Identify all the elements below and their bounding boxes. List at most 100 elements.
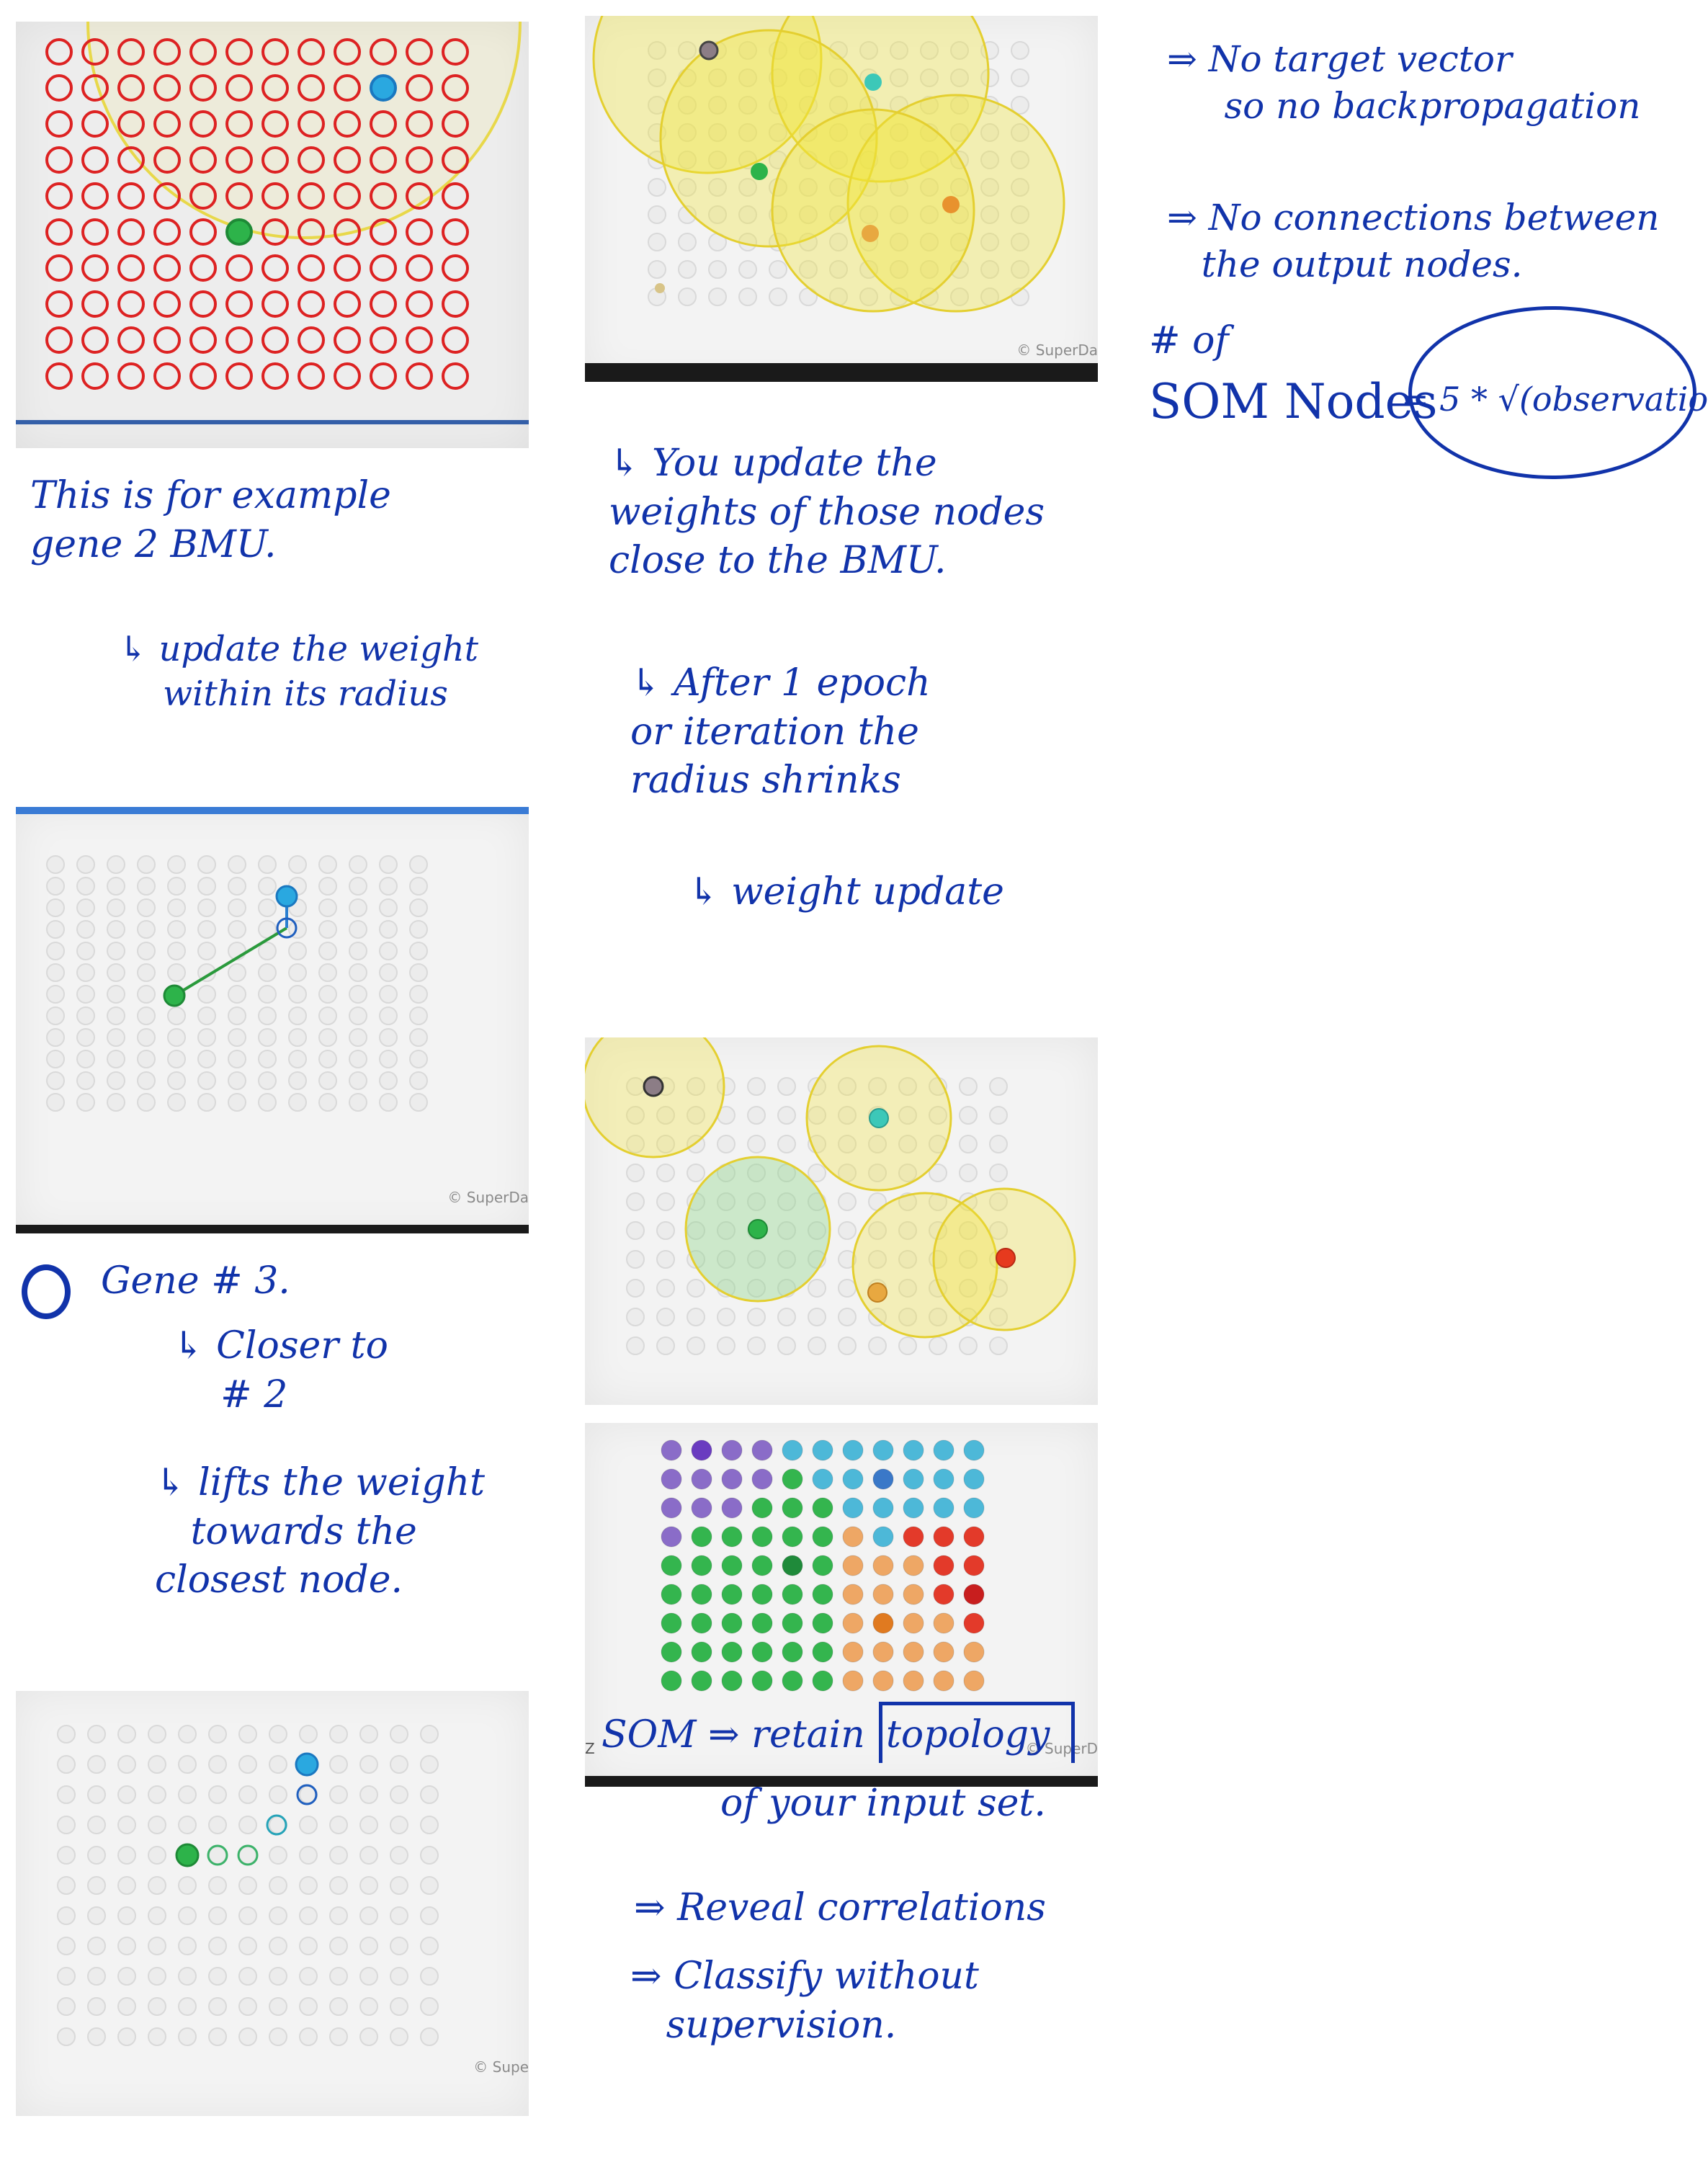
grid-node (46, 942, 65, 960)
radii-large-canvas (585, 16, 1098, 382)
grid-node (980, 178, 999, 197)
grid-node (838, 1106, 857, 1125)
grid-node (334, 218, 361, 246)
radius-circles (592, 16, 1065, 313)
grid-node (920, 205, 939, 224)
grid-node (829, 96, 848, 115)
grid-node (626, 1250, 645, 1269)
grid-node (872, 1670, 894, 1692)
grid-node (148, 1725, 166, 1744)
grid-node (137, 920, 156, 939)
grid-node (370, 182, 397, 210)
grid-node (117, 1906, 136, 1925)
grid-node (648, 233, 666, 251)
grid-node (390, 1816, 408, 1834)
grid-node (167, 1050, 186, 1068)
grid-node (1011, 151, 1029, 169)
grid-node (329, 1755, 348, 1774)
connection-line (173, 927, 288, 997)
grid-node (950, 287, 969, 306)
grid-node (1011, 68, 1029, 87)
grid-node (107, 855, 125, 874)
grid-node (76, 855, 95, 874)
grid-node (178, 1785, 197, 1804)
grid-node (717, 1336, 735, 1355)
grid-node (738, 96, 757, 115)
grid-node (406, 254, 433, 282)
grid-node (626, 1308, 645, 1326)
grid-node (691, 1612, 712, 1634)
grid-node (225, 218, 253, 246)
grid-node (46, 855, 65, 874)
blue-bmu (295, 1752, 319, 1777)
grid-node (107, 1028, 125, 1047)
grid-node (178, 1816, 197, 1834)
grid-node (890, 205, 908, 224)
grid-node (298, 290, 325, 318)
grid-node (81, 74, 109, 102)
grid-node (898, 1250, 917, 1269)
grid-node (842, 1641, 864, 1663)
grid-node (808, 1106, 826, 1125)
grid-node (963, 1468, 985, 1490)
grid-node (318, 855, 337, 874)
grid-node (379, 898, 398, 917)
grid-node (178, 1937, 197, 1955)
grid-node (46, 1028, 65, 1047)
grid-node (708, 96, 727, 115)
grid-node (903, 1497, 924, 1519)
grid-node (708, 287, 727, 306)
grid-node (929, 1308, 947, 1326)
grid-node (359, 1876, 378, 1895)
grid-node (137, 877, 156, 896)
grid-node (261, 218, 289, 246)
grid-node (228, 985, 246, 1004)
grid-node (406, 74, 433, 102)
grid-node (107, 920, 125, 939)
grid-node (1011, 178, 1029, 197)
grid-node (890, 260, 908, 279)
grid-node (691, 1439, 712, 1461)
grid-node (167, 920, 186, 939)
grid-node (379, 1050, 398, 1068)
grid-node (76, 920, 95, 939)
grid-node (738, 178, 757, 197)
grid-node (76, 1028, 95, 1047)
node-grid (46, 855, 428, 1112)
grid-node (370, 362, 397, 390)
grid-node (890, 178, 908, 197)
grid-node (903, 1526, 924, 1548)
grid-node (838, 1192, 857, 1211)
grid-node (299, 1997, 318, 2016)
grid-node (868, 1336, 887, 1355)
grid-node (751, 1497, 773, 1519)
grid-node (228, 1050, 246, 1068)
grid-node (117, 1725, 136, 1744)
grid-node (980, 233, 999, 251)
grid-node (87, 1937, 106, 1955)
grid-node (980, 260, 999, 279)
grid-node (87, 1906, 106, 1925)
grid-node (57, 1967, 76, 1986)
grid-node (167, 1093, 186, 1112)
grid-node (442, 290, 469, 318)
grid-node (137, 1006, 156, 1025)
grid-node (812, 1670, 833, 1692)
grid-node (57, 1906, 76, 1925)
grid-node (721, 1584, 743, 1605)
grid-node (349, 985, 367, 1004)
grid-node (929, 1164, 947, 1182)
grid-node (963, 1670, 985, 1692)
grid-node (153, 38, 181, 66)
grid-node (929, 1106, 947, 1125)
grid-node (890, 68, 908, 87)
moved-node (296, 1784, 318, 1805)
grid-node (359, 1906, 378, 1925)
grid-node (81, 362, 109, 390)
grid-node (269, 2027, 287, 2046)
grid-node (769, 68, 787, 87)
grid-node (409, 1006, 428, 1025)
grid-node (76, 942, 95, 960)
grid-node (298, 182, 325, 210)
grid-node (57, 1816, 76, 1834)
